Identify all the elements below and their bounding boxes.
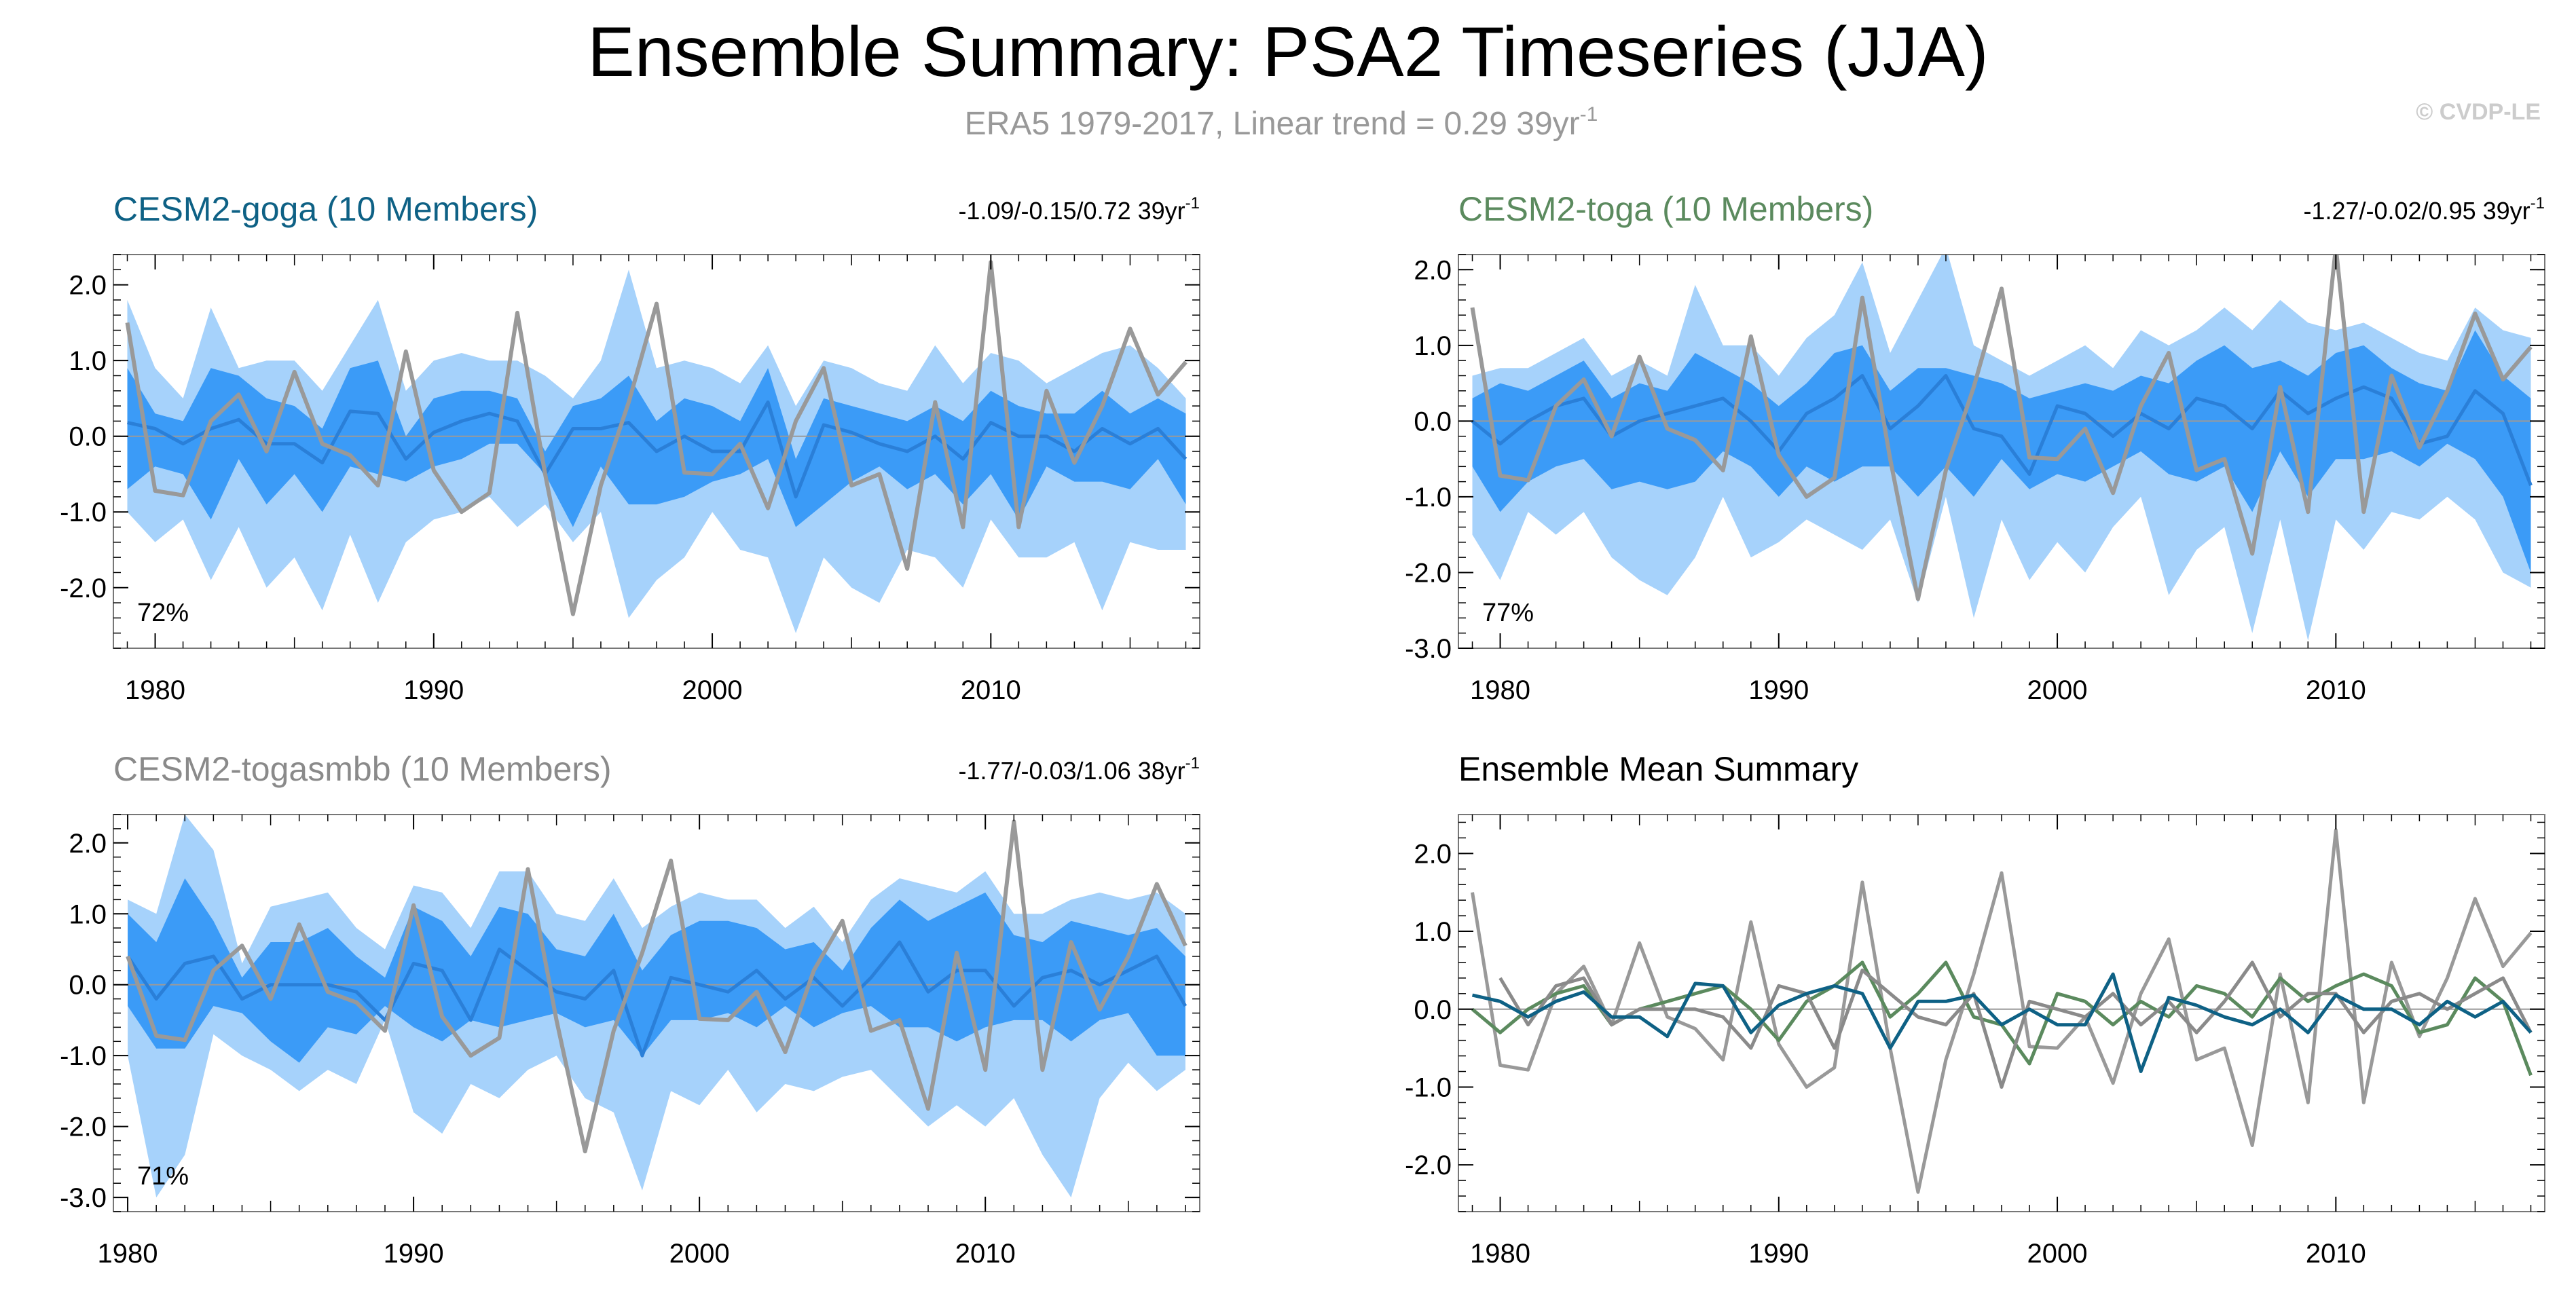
x-tick-label: 1980 xyxy=(1470,675,1530,705)
y-tick-label: -3.0 xyxy=(1405,634,1452,664)
plot-area xyxy=(113,815,1200,1198)
x-tick-label: 2010 xyxy=(961,675,1021,705)
ensemble-mean-line xyxy=(126,940,1188,1058)
observed-line xyxy=(125,260,1188,616)
trend-label: -1.27/-0.02/0.95 39yr-1 xyxy=(2303,194,2545,225)
x-tick-label: 2000 xyxy=(2027,1239,2088,1269)
x-tick-label: 2000 xyxy=(2027,675,2088,705)
x-tick-label: 1980 xyxy=(125,675,185,705)
plot-area xyxy=(113,260,1200,633)
credit-label: © CVDP-LE xyxy=(2416,99,2541,125)
panel-goga: CESM2-goga (10 Members) -1.09/-0.15/0.72 … xyxy=(60,190,1200,705)
percent-label: 77% xyxy=(1482,599,1534,627)
y-tick-label: 1.0 xyxy=(1414,917,1452,947)
subtitle-text: ERA5 1979-2017, Linear trend = 0.29 39yr xyxy=(965,106,1580,142)
range-band-inner xyxy=(127,360,1186,527)
series-line-obs xyxy=(1471,828,2533,1194)
y-tick-label: -1.0 xyxy=(60,1041,107,1071)
plot-area xyxy=(1458,255,2545,641)
figure-title: Ensemble Summary: PSA2 Timeseries (JJA) xyxy=(587,13,1988,92)
y-tick-label: 2.0 xyxy=(1414,255,1452,285)
trend-superscript: -1 xyxy=(1185,754,1200,772)
x-tick-label: 1990 xyxy=(403,675,464,705)
plot-area xyxy=(1458,828,2545,1194)
x-tick-label: 1980 xyxy=(98,1239,158,1269)
y-tick-label: 2.0 xyxy=(1414,839,1452,869)
y-tick-label: -2.0 xyxy=(1405,558,1452,588)
figure-subtitle: ERA5 1979-2017, Linear trend = 0.29 39yr… xyxy=(965,103,1598,142)
range-band-inner xyxy=(128,878,1185,1063)
observed-line xyxy=(126,819,1188,1154)
y-tick-label: -3.0 xyxy=(60,1183,107,1213)
trend-superscript: -1 xyxy=(2531,194,2545,212)
y-tick-label: -2.0 xyxy=(60,1113,107,1142)
panel-togasmbb: CESM2-togasmbb (10 Members) -1.77/-0.03/1… xyxy=(60,750,1200,1269)
trend-value: -1.09/-0.15/0.72 39yr xyxy=(958,197,1185,225)
y-tick-label: 0.0 xyxy=(1414,995,1452,1025)
y-tick-label: 0.0 xyxy=(69,971,107,1001)
x-tick-label: 1990 xyxy=(1748,1239,1809,1269)
trend-label: -1.77/-0.03/1.06 38yr-1 xyxy=(958,754,1200,785)
trend-label: -1.09/-0.15/0.72 39yr-1 xyxy=(958,194,1200,225)
y-tick-label: 2.0 xyxy=(69,271,107,301)
x-tick-label: 2010 xyxy=(2306,675,2366,705)
ensemble-mean-line xyxy=(1471,374,2533,487)
y-tick-label: -1.0 xyxy=(60,498,107,527)
series-line-togasmbb xyxy=(1498,960,2533,1089)
series-line-goga xyxy=(1471,972,2533,1073)
panel-toga: CESM2-toga (10 Members) -1.27/-0.02/0.95 … xyxy=(1405,190,2545,705)
x-tick-label: 1990 xyxy=(384,1239,444,1269)
y-tick-label: 1.0 xyxy=(69,346,107,376)
trend-superscript: -1 xyxy=(1185,194,1200,212)
panel-title: CESM2-togasmbb (10 Members) xyxy=(113,750,612,788)
trend-value: -1.77/-0.03/1.06 38yr xyxy=(958,757,1185,785)
panel-title: CESM2-toga (10 Members) xyxy=(1458,190,1873,228)
panel-title: CESM2-goga (10 Members) xyxy=(113,190,538,228)
y-tick-label: -2.0 xyxy=(1405,1151,1452,1180)
percent-label: 72% xyxy=(137,599,189,627)
y-tick-label: -2.0 xyxy=(60,574,107,603)
x-tick-label: 1990 xyxy=(1748,675,1809,705)
x-tick-label: 1980 xyxy=(1470,1239,1530,1269)
y-tick-label: -1.0 xyxy=(1405,1072,1452,1102)
trend-value: -1.27/-0.02/0.95 39yr xyxy=(2303,197,2530,225)
x-tick-label: 2010 xyxy=(955,1239,1016,1269)
x-tick-label: 2010 xyxy=(2306,1239,2366,1269)
y-tick-label: 0.0 xyxy=(1414,407,1452,436)
y-tick-label: 1.0 xyxy=(1414,331,1452,361)
x-tick-label: 2000 xyxy=(669,1239,730,1269)
range-band-inner xyxy=(1472,330,2531,573)
panel-ensemble-mean: Ensemble Mean Summary -2.0 -1.0 0.0 1.0 2.0 19… xyxy=(1405,750,2545,1269)
y-tick-label: 0.0 xyxy=(69,422,107,452)
panel-title: Ensemble Mean Summary xyxy=(1458,750,1858,788)
y-tick-label: 2.0 xyxy=(69,829,107,859)
y-tick-label: -1.0 xyxy=(1405,483,1452,512)
observed-line xyxy=(1470,255,2533,601)
subtitle-superscript: -1 xyxy=(1580,103,1598,126)
x-tick-label: 2000 xyxy=(682,675,743,705)
y-tick-label: 1.0 xyxy=(69,899,107,929)
percent-label: 71% xyxy=(137,1162,189,1191)
